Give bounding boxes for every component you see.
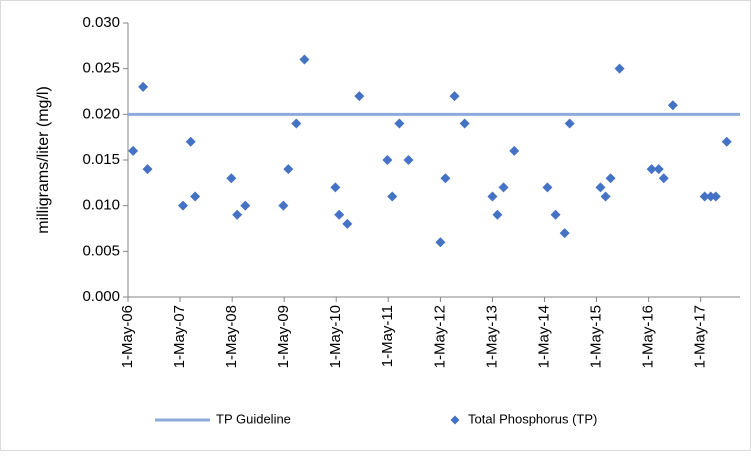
- point: [185, 136, 196, 147]
- point: [354, 91, 365, 102]
- point: [600, 191, 611, 202]
- y-axis-label: milligrams/liter (mg/l): [35, 86, 52, 234]
- point: [142, 164, 153, 175]
- point: [330, 182, 341, 193]
- x-tick-label: 1-May-11: [379, 305, 396, 367]
- point: [699, 191, 710, 202]
- point: [291, 118, 302, 129]
- x-tick-label: 1-May-15: [587, 305, 604, 368]
- point: [614, 63, 625, 74]
- point: [128, 145, 139, 156]
- point: [653, 164, 664, 175]
- point: [342, 218, 353, 229]
- y-tick-label: 0.000: [82, 288, 120, 305]
- point: [487, 191, 498, 202]
- legend-swatch: [450, 415, 460, 425]
- point: [459, 118, 470, 129]
- x-tick-label: 1-May-17: [692, 305, 709, 368]
- point: [509, 145, 520, 156]
- point: [542, 182, 553, 193]
- x-tick-label: 1-May-06: [119, 305, 136, 368]
- point: [440, 173, 451, 184]
- x-tick-label: 1-May-07: [171, 305, 188, 368]
- point: [595, 182, 606, 193]
- point: [498, 182, 509, 193]
- point: [449, 91, 460, 102]
- legend-label: TP Guideline: [216, 411, 291, 426]
- point: [278, 200, 289, 211]
- x-tick-label: 1-May-12: [431, 305, 448, 368]
- y-tick-label: 0.025: [82, 60, 120, 77]
- y-tick-label: 0.015: [82, 151, 120, 168]
- point: [226, 173, 237, 184]
- point: [667, 100, 678, 111]
- legend-label: Total Phosphorus (TP): [468, 411, 597, 426]
- point: [387, 191, 398, 202]
- point: [334, 209, 345, 220]
- point: [710, 191, 721, 202]
- point: [190, 191, 201, 202]
- point: [240, 200, 251, 211]
- point: [232, 209, 243, 220]
- y-tick-label: 0.005: [82, 242, 120, 259]
- x-tick-label: 1-May-13: [483, 305, 500, 368]
- point: [646, 164, 657, 175]
- y-tick-label: 0.020: [82, 105, 120, 122]
- y-tick-label: 0.010: [82, 197, 120, 214]
- x-tick-label: 1-May-14: [535, 305, 552, 368]
- point: [403, 155, 414, 165]
- x-tick-label: 1-May-09: [275, 305, 292, 368]
- point: [435, 237, 446, 248]
- point: [394, 118, 405, 129]
- point: [492, 209, 503, 220]
- point: [658, 173, 669, 184]
- point: [178, 200, 189, 211]
- point: [299, 54, 310, 65]
- y-tick-label: 0.030: [82, 14, 120, 31]
- point: [382, 155, 393, 165]
- point: [138, 81, 149, 92]
- point: [721, 136, 732, 147]
- point: [605, 173, 616, 184]
- point: [564, 118, 575, 129]
- point: [559, 228, 570, 239]
- x-tick-label: 1-May-08: [223, 305, 240, 368]
- x-tick-label: 1-May-10: [327, 305, 344, 368]
- x-tick-label: 1-May-16: [640, 305, 657, 368]
- point: [550, 209, 561, 220]
- point: [283, 164, 294, 175]
